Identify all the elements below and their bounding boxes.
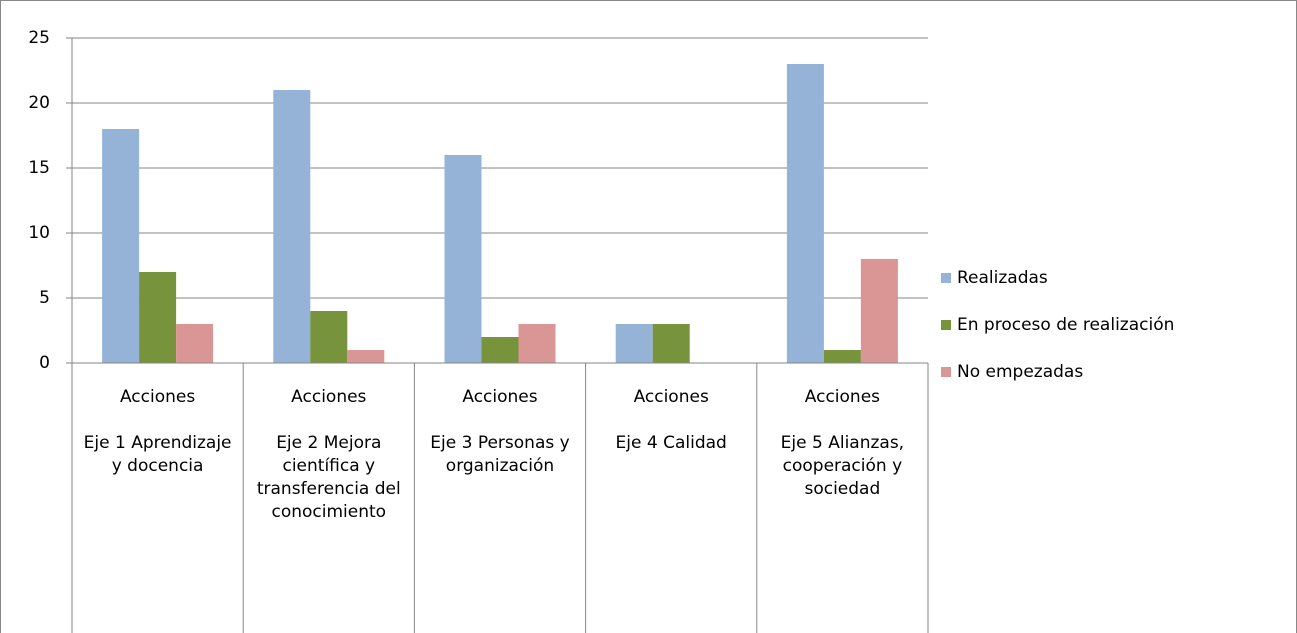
legend-swatch bbox=[941, 273, 951, 283]
bar bbox=[786, 64, 824, 363]
y-tick-label: 25 bbox=[28, 28, 50, 48]
legend-label: En proceso de realización bbox=[957, 315, 1174, 335]
bar bbox=[481, 337, 519, 363]
legend-swatch bbox=[941, 320, 951, 330]
x-tick-label: Acciones bbox=[120, 387, 195, 407]
bar bbox=[444, 155, 482, 363]
group-label: Eje 3 Personas y organización bbox=[430, 433, 570, 476]
bar bbox=[823, 350, 861, 363]
y-tick-label: 10 bbox=[28, 223, 50, 243]
group-label: Eje 4 Calidad bbox=[615, 433, 727, 453]
bar bbox=[652, 324, 690, 363]
legend-label: Realizadas bbox=[957, 268, 1048, 288]
group-label: Eje 1 Aprendizaje y docencia bbox=[83, 433, 232, 476]
group-label: Eje 2 Mejora científica y transferencia … bbox=[256, 433, 401, 522]
bar bbox=[310, 311, 348, 363]
y-tick-label: 0 bbox=[39, 353, 50, 373]
y-tick-label: 15 bbox=[28, 158, 50, 178]
y-tick-label: 20 bbox=[28, 93, 50, 113]
bar bbox=[176, 324, 214, 363]
y-tick-label: 5 bbox=[39, 288, 50, 308]
legend-swatch bbox=[941, 367, 951, 377]
bar bbox=[615, 324, 653, 363]
bar bbox=[518, 324, 556, 363]
bar bbox=[102, 129, 140, 363]
x-tick-label: Acciones bbox=[291, 387, 366, 407]
legend-label: No empezadas bbox=[957, 362, 1083, 382]
bar bbox=[273, 90, 311, 363]
x-tick-label: Acciones bbox=[634, 387, 709, 407]
x-tick-label: Acciones bbox=[462, 387, 537, 407]
bar bbox=[860, 259, 898, 363]
bar bbox=[347, 350, 385, 363]
x-tick-label: Acciones bbox=[805, 387, 880, 407]
group-label: Eje 5 Alianzas, cooperación y sociedad bbox=[780, 433, 905, 499]
bar bbox=[139, 272, 177, 363]
